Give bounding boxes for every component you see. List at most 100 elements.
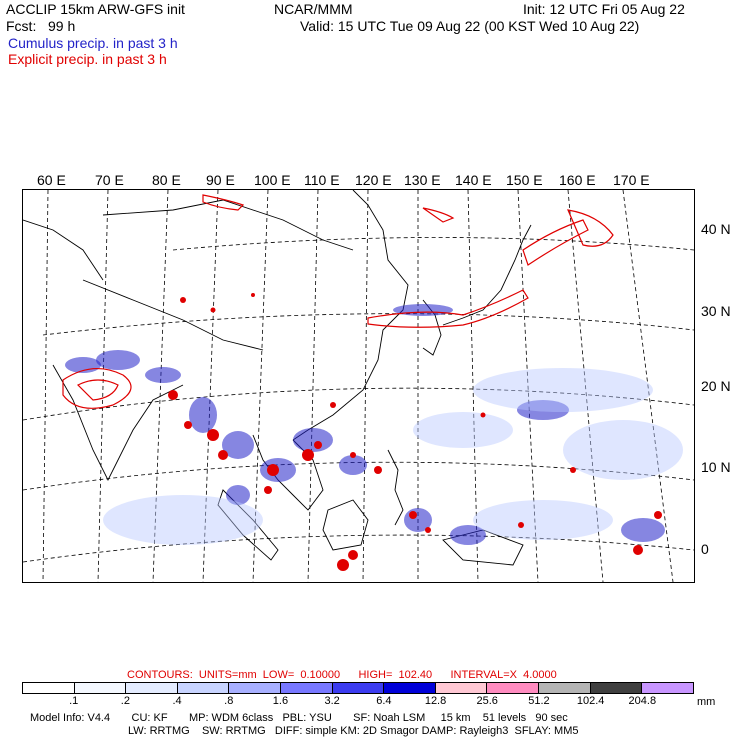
lon-label: 140 E: [455, 172, 492, 188]
colorbar-tick-label: 6.4: [376, 695, 392, 707]
colorbar-tick-label: 51.2: [528, 695, 550, 707]
cumulus-cell: [450, 525, 486, 545]
model-info: Model Info: V4.4 CU: KF MP: WDM 6class P…: [30, 712, 568, 724]
explicit-core: [480, 412, 486, 418]
cumulus-cell: [339, 455, 367, 475]
cumulus-light-area: [563, 420, 683, 480]
explicit-core: [184, 421, 192, 429]
colorbar-tick-label: .4: [172, 695, 182, 707]
explicit-core: [374, 466, 382, 474]
explicit-core: [570, 467, 576, 473]
lon-label: 70 E: [95, 172, 124, 188]
explicit-core: [180, 297, 186, 303]
explicit-cores: [168, 293, 662, 571]
explicit-precip: [62, 194, 614, 409]
colorbar-bin: [332, 683, 385, 693]
explicit-core: [348, 550, 358, 560]
lat-label: 30 N: [701, 303, 731, 319]
colorbar-tick-label: .1: [69, 695, 79, 707]
lon-line-140e: [467, 190, 479, 582]
coast-sumatra: [217, 489, 279, 561]
colorbar-tick-label: 3.2: [324, 695, 340, 707]
explicit-core: [207, 429, 219, 441]
coast-japan: [442, 224, 532, 326]
coast-china: [292, 190, 409, 441]
colorbar-tick-label: .2: [120, 695, 130, 707]
colorbar-tick-label: 204.8: [628, 695, 657, 707]
explicit-cell: [202, 194, 245, 211]
lat-line-40n: [172, 237, 694, 251]
explicit-core: [633, 545, 643, 555]
lon-line-160e: [567, 190, 604, 582]
explicit-core: [654, 511, 662, 519]
cumulus-cell: [226, 485, 250, 505]
explicit-core: [302, 449, 314, 461]
explicit-core: [518, 522, 524, 528]
explicit-core: [337, 559, 349, 571]
colorbar-unit: mm: [697, 696, 716, 708]
cumulus-cell: [621, 518, 665, 542]
cumulus-precip: [65, 304, 665, 545]
colorbar: [22, 682, 694, 694]
valid-time: Valid: 15 UTC Tue 09 Aug 22 (00 KST Wed …: [300, 18, 640, 34]
cumulus-cell: [293, 428, 333, 452]
colorbar-bin: [281, 683, 333, 693]
colorbar-bin: [229, 683, 282, 693]
colorbar-bin: [126, 683, 178, 693]
lat-label: 40 N: [701, 221, 731, 237]
explicit-core: [210, 307, 216, 313]
cumulus-light-area: [103, 495, 263, 545]
precip-map[interactable]: [22, 189, 695, 583]
cumulus-light-area: [473, 368, 653, 412]
cumulus-cell: [517, 400, 569, 420]
lon-line-170e: [622, 190, 674, 582]
lon-label: 60 E: [37, 172, 66, 188]
coast-philippines: [387, 449, 404, 526]
graticule: [23, 190, 694, 582]
explicit-cell: [567, 209, 614, 247]
cumulus-cell: [96, 350, 140, 370]
coast-borneo: [322, 499, 369, 551]
lat-line-0: [23, 534, 694, 563]
forecast-hour: Fcst: 99 h: [6, 18, 76, 34]
lon-label: 150 E: [506, 172, 543, 188]
init-time: Init: 12 UTC Fri 05 Aug 22: [523, 1, 685, 17]
lon-label: 120 E: [355, 172, 392, 188]
lon-line-80e: [152, 190, 169, 582]
explicit-cell: [62, 367, 132, 409]
explicit-core: [350, 452, 356, 458]
explicit-core: [218, 450, 228, 460]
explicit-core: [330, 402, 336, 408]
border-mongolia: [102, 199, 354, 251]
explicit-core: [267, 464, 279, 476]
coastlines: [23, 190, 532, 566]
lat-line-30n: [42, 313, 694, 336]
explicit-cell: [522, 219, 589, 266]
lat-label: 0: [701, 541, 709, 557]
colorbar-tick-label: .8: [224, 695, 234, 707]
model-title: ACCLIP 15km ARW-GFS init: [6, 1, 185, 17]
explicit-core: [168, 390, 178, 400]
colorbar-bin: [590, 683, 643, 693]
cumulus-light-area: [413, 412, 513, 448]
cumulus-light-area: [473, 500, 613, 540]
lon-line-60e: [42, 190, 49, 582]
colorbar-tick-label: 102.4: [576, 695, 605, 707]
border-caspian: [23, 219, 104, 281]
institution-label: NCAR/MMM: [274, 1, 353, 17]
contour-info: CONTOURS: UNITS=mm LOW= 0.10000 HIGH= 10…: [127, 669, 557, 681]
cumulus-cell: [393, 304, 453, 316]
physics-info: LW: RRTMG SW: RRTMG DIFF: simple KM: 2D …: [128, 725, 579, 737]
colorbar-tick-label: 25.6: [476, 695, 498, 707]
lon-label: 100 E: [254, 172, 291, 188]
colorbar-bin: [384, 683, 436, 693]
colorbar-bin: [435, 683, 488, 693]
explicit-core: [314, 441, 322, 449]
colorbar-bin: [642, 683, 693, 693]
colorbar-tick-label: 12.8: [424, 695, 447, 707]
lat-line-10n: [23, 461, 694, 491]
explicit-cell: [367, 289, 529, 328]
lon-line-150e: [517, 190, 539, 582]
lon-label: 110 E: [304, 172, 340, 188]
cumulus-cell: [145, 367, 181, 383]
